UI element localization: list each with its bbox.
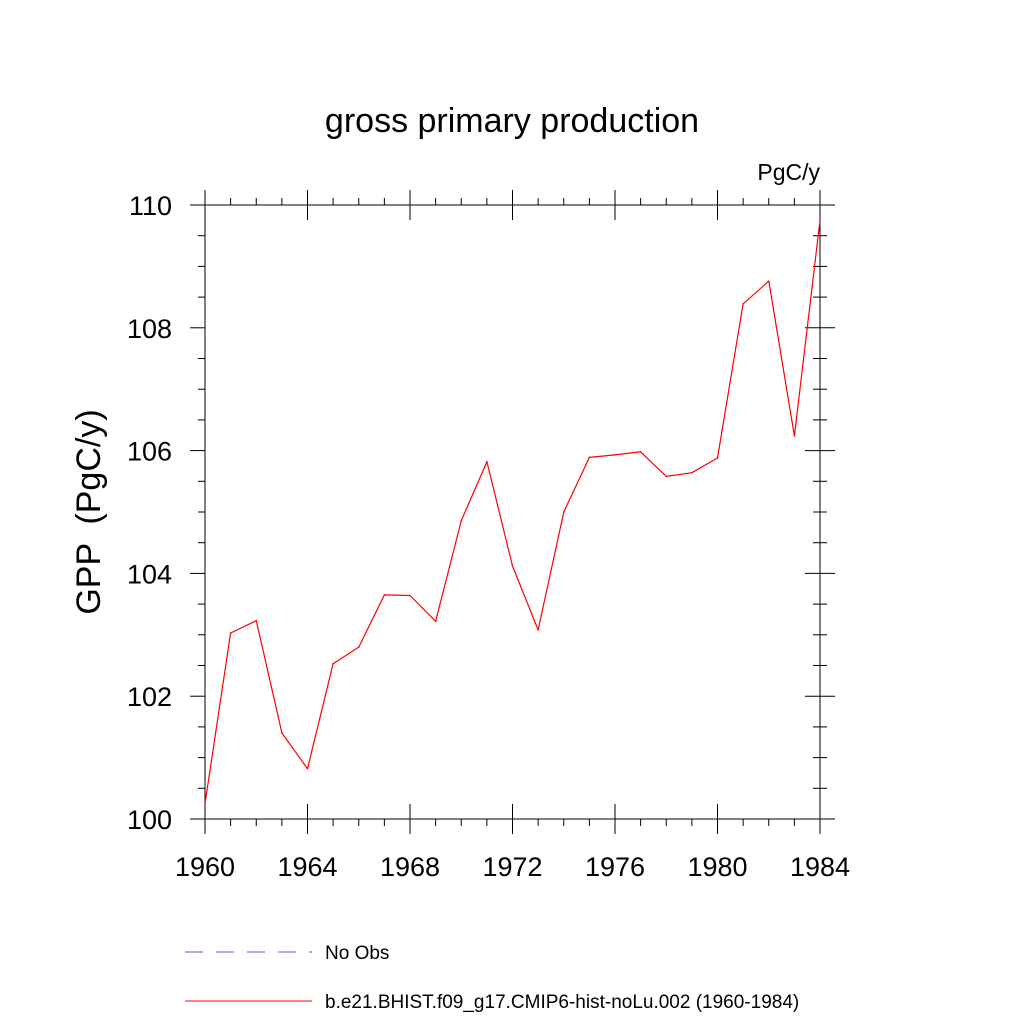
- x-tick-label: 1960: [175, 852, 235, 882]
- data-point: [588, 456, 591, 459]
- data-point: [460, 519, 463, 522]
- legend-item: b.e21.BHIST.f09_g17.CMIP6-hist-noLu.002 …: [185, 992, 799, 1013]
- data-point: [204, 802, 206, 805]
- data-point: [562, 511, 565, 513]
- data-point: [716, 457, 719, 459]
- x-tick-label: 1976: [585, 852, 645, 882]
- data-point: [332, 662, 334, 665]
- x-tick-label: 1972: [482, 852, 542, 882]
- x-tick-label: 1980: [687, 852, 747, 882]
- y-tick-label: 100: [127, 805, 172, 835]
- plot-frame: [204, 204, 821, 820]
- data-point: [306, 767, 309, 770]
- data-point: [614, 454, 616, 456]
- axis-ticks: 1960 1964 1968 1972 1976 1980 1984 100 102 104 106…: [127, 190, 850, 882]
- y-tick-label: 104: [127, 559, 172, 589]
- data-point: [281, 732, 283, 734]
- x-tick-label: 1964: [277, 852, 337, 882]
- x-tick-label: 1968: [380, 852, 440, 882]
- y-axis-label: GPP (PgC/y): [70, 409, 108, 614]
- legend: No Obs b.e21.BHIST.f09_g17.CMIP6-hist-noL…: [185, 943, 799, 1013]
- data-point: [357, 646, 360, 648]
- data-point: [409, 594, 411, 597]
- data-point: [742, 303, 744, 305]
- units-label: PgC/y: [757, 159, 820, 185]
- data-point: [229, 632, 232, 634]
- legend-label: b.e21.BHIST.f09_g17.CMIP6-hist-noLu.002 …: [325, 992, 799, 1013]
- data-point: [255, 619, 258, 622]
- data-point: [691, 471, 693, 474]
- y-tick-label: 102: [127, 682, 172, 712]
- legend-item: No Obs: [185, 943, 389, 964]
- data-point: [665, 475, 668, 478]
- legend-label: No Obs: [325, 943, 389, 964]
- chart-title: gross primary production: [325, 102, 699, 140]
- data-point: [511, 565, 514, 567]
- data-point: [434, 620, 437, 623]
- series-layer: [204, 219, 821, 805]
- data-point: [793, 435, 796, 437]
- data-point: [383, 594, 386, 596]
- data-point: [819, 219, 821, 222]
- y-tick-label: 106: [127, 437, 172, 467]
- data-point: [486, 460, 488, 463]
- series-line: [204, 220, 821, 804]
- x-tick-label: 1984: [790, 852, 850, 882]
- data-point: [767, 280, 770, 282]
- y-tick-label: 110: [129, 191, 172, 221]
- y-tick-label: 108: [127, 314, 172, 344]
- data-point: [639, 451, 642, 453]
- data-point: [537, 629, 539, 631]
